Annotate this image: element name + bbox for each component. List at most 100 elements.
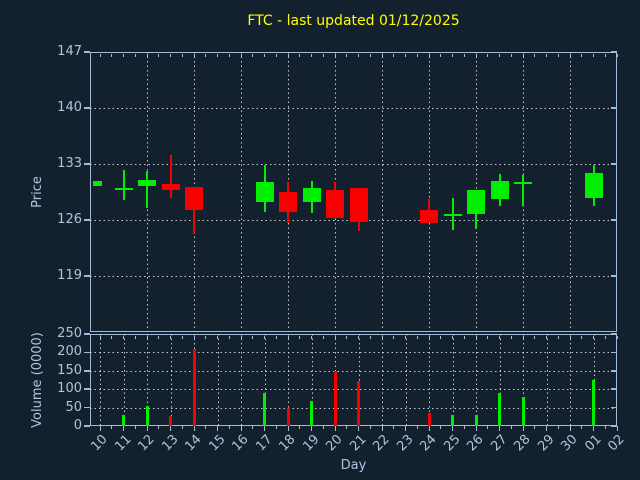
- x-tick-bottom: [252, 426, 254, 429]
- minor-tick-voltop: [205, 335, 207, 339]
- minor-tick-voltop: [346, 335, 348, 339]
- minor-tick-top: [416, 53, 418, 57]
- price-tick-left: [84, 51, 90, 53]
- minor-tick-voltop: [252, 335, 254, 339]
- candlestick-down: [420, 210, 438, 224]
- x-tick-bottom: [604, 426, 606, 429]
- candlestick-up: [255, 181, 274, 203]
- price-plot: [90, 52, 617, 332]
- volume-tick-label: 50: [65, 399, 82, 415]
- minor-tick-top: [240, 53, 242, 57]
- volume-bar-down: [192, 348, 196, 426]
- minor-tick-top: [358, 53, 359, 57]
- minor-tick-top: [299, 53, 301, 57]
- minor-tick-voltop: [604, 335, 606, 339]
- volume-tick-right: [611, 370, 617, 372]
- volume-tick-right: [611, 406, 617, 409]
- x-tick-bottom: [369, 426, 371, 429]
- price-gridline: [90, 276, 617, 277]
- minor-tick-top: [252, 53, 254, 57]
- price-vertical-gridline: [429, 52, 430, 332]
- minor-tick-voltop: [499, 335, 500, 339]
- volume-tick-right: [611, 333, 617, 335]
- x-tick-bottom: [416, 426, 418, 429]
- minor-tick-top: [334, 53, 336, 57]
- minor-tick-voltop: [111, 335, 113, 339]
- minor-tick-top: [475, 53, 477, 57]
- minor-tick-top: [428, 53, 430, 57]
- volume-vertical-gridline: [288, 334, 289, 426]
- volume-gridline: [90, 352, 617, 354]
- minor-tick-top: [499, 53, 500, 57]
- minor-tick-voltop: [475, 335, 477, 339]
- x-tick-bottom: [557, 426, 559, 429]
- minor-tick-voltop: [487, 335, 489, 339]
- x-tick-bottom: [275, 426, 277, 429]
- minor-tick-top: [604, 53, 606, 57]
- volume-vertical-gridline: [499, 334, 501, 426]
- volume-vertical-gridline: [147, 334, 148, 426]
- candlestick-down: [279, 192, 297, 212]
- price-gridline: [90, 164, 617, 165]
- minor-tick-voltop: [510, 335, 512, 339]
- price-tick-right: [611, 219, 617, 221]
- x-tick-bottom: [322, 426, 324, 429]
- minor-tick-top: [99, 53, 101, 57]
- volume-bar-down: [333, 370, 337, 426]
- minor-tick-voltop: [217, 335, 218, 339]
- volume-bar-up: [310, 400, 313, 426]
- minor-tick-top: [616, 53, 618, 57]
- volume-bar-down: [286, 408, 290, 426]
- x-tick-bottom: [616, 426, 618, 431]
- x-tick-bottom: [134, 426, 136, 429]
- volume-bar-up: [122, 414, 125, 426]
- candlestick-up: [92, 180, 102, 187]
- volume-tick-left: [84, 351, 90, 354]
- volume-axis-label: Volume (0000): [30, 332, 45, 428]
- volume-tick-right: [611, 351, 617, 354]
- volume-tick-label: 200: [57, 344, 82, 360]
- candlestick-up: [467, 189, 485, 214]
- minor-tick-voltop: [158, 335, 160, 339]
- price-tick-left: [84, 107, 90, 109]
- volume-vertical-gridline: [217, 334, 219, 426]
- x-tick-bottom: [475, 426, 477, 431]
- candle-wick: [522, 175, 524, 207]
- x-tick-bottom: [463, 426, 465, 429]
- candlestick-up: [490, 180, 509, 200]
- minor-tick-voltop: [581, 335, 583, 339]
- x-tick-bottom: [170, 426, 171, 431]
- x-tick-bottom: [499, 426, 500, 431]
- price-vertical-gridline: [570, 52, 571, 332]
- volume-gridline: [90, 389, 617, 391]
- candlestick-down: [185, 187, 203, 210]
- candlestick-up: [138, 180, 156, 186]
- price-tick-right: [611, 51, 617, 53]
- volume-tick-right: [611, 425, 617, 427]
- candle-wick: [193, 187, 195, 234]
- x-tick-bottom: [146, 426, 148, 431]
- candlestick-up: [443, 213, 462, 216]
- price-tick-label: 147: [57, 44, 82, 59]
- volume-tick-left: [84, 388, 90, 390]
- volume-tick-left: [84, 425, 90, 427]
- minor-tick-voltop: [193, 335, 195, 339]
- minor-tick-voltop: [369, 335, 371, 339]
- candle-wick: [169, 155, 172, 198]
- x-tick-bottom: [240, 426, 242, 431]
- volume-vertical-gridline: [358, 334, 360, 426]
- minor-tick-voltop: [228, 335, 230, 339]
- volume-bar-up: [521, 396, 525, 426]
- minor-tick-voltop: [311, 335, 312, 339]
- minor-tick-voltop: [534, 335, 536, 339]
- volume-vertical-gridline: [476, 334, 477, 426]
- x-tick-bottom: [546, 426, 547, 431]
- minor-tick-top: [546, 53, 547, 57]
- volume-bar-up: [263, 392, 266, 426]
- volume-tick-label: 100: [57, 381, 82, 397]
- price-tick-right: [611, 275, 617, 277]
- volume-vertical-gridline: [123, 334, 125, 426]
- minor-tick-top: [369, 53, 371, 57]
- volume-bar-down: [427, 413, 431, 426]
